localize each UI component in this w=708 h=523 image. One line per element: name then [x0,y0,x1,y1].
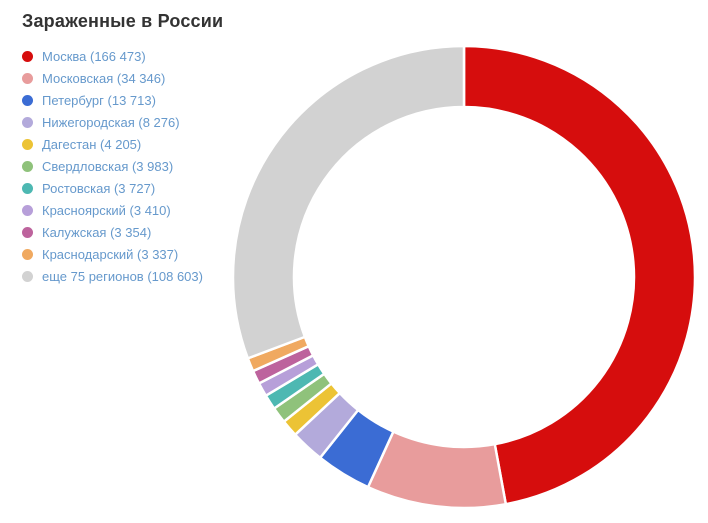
legend-swatch-icon [22,182,33,194]
legend-label: Дагестан (4 205) [42,136,142,152]
legend-label: Московская (34 346) [42,70,166,86]
legend-item-moscow[interactable]: Москва (166 473) [22,45,237,67]
donut-slice-10[interactable] [231,44,466,360]
legend-swatch-icon [22,94,33,106]
legend-swatch-icon [22,160,33,172]
legend-item-petersburg[interactable]: Петербург (13 713) [22,89,237,111]
page-title: Зараженные в России [22,11,224,31]
legend-label: Краснодарский (3 337) [42,246,179,262]
legend-swatch-icon [22,138,33,150]
legend-item-other-regions[interactable]: еще 75 регионов (108 603) [22,265,237,287]
legend-swatch-icon [22,226,33,238]
legend-label: Петербург (13 713) [42,92,156,108]
donut-slice-0[interactable] [462,44,697,506]
legend-label: Ростовская (3 727) [42,180,156,196]
legend-swatch-icon [22,72,33,84]
legend-item-rostov[interactable]: Ростовская (3 727) [22,177,237,199]
legend-item-krasnoyarsk[interactable]: Красноярский (3 410) [22,199,237,221]
legend-item-krasnodar[interactable]: Краснодарский (3 337) [22,243,237,265]
legend-swatch-icon [22,270,33,282]
donut-chart [231,44,697,510]
chart-legend: Москва (166 473) Московская (34 346) Пет… [22,45,237,287]
legend-label: Калужская (3 354) [42,224,152,240]
legend-item-kaluga[interactable]: Калужская (3 354) [22,221,237,243]
legend-label: Красноярский (3 410) [42,202,171,218]
legend-label: Свердловская (3 983) [42,158,174,174]
legend-label: Москва (166 473) [42,48,146,64]
legend-item-sverdlovsk[interactable]: Свердловская (3 983) [22,155,237,177]
legend-item-moscow-region[interactable]: Московская (34 346) [22,67,237,89]
legend-item-dagestan[interactable]: Дагестан (4 205) [22,133,237,155]
legend-label: еще 75 регионов (108 603) [42,268,203,284]
legend-label: Нижегородская (8 276) [42,114,180,130]
legend-swatch-icon [22,204,33,216]
legend-swatch-icon [22,50,33,62]
legend-swatch-icon [22,248,33,260]
legend-item-nizhny-novgorod[interactable]: Нижегородская (8 276) [22,111,237,133]
legend-swatch-icon [22,116,33,128]
